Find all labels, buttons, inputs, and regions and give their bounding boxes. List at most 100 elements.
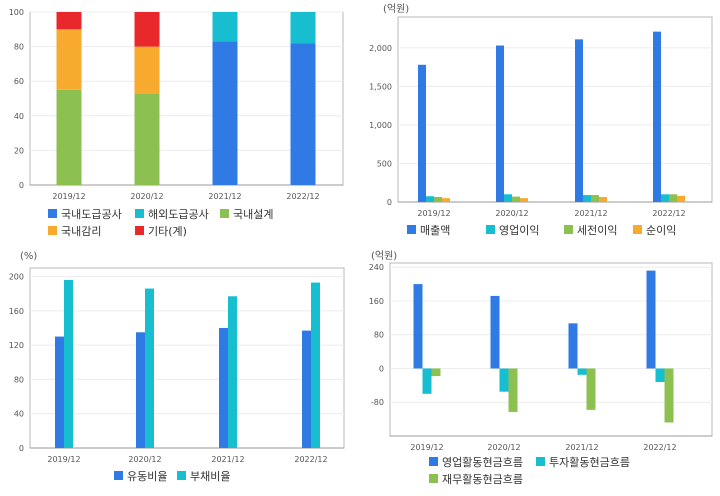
legend-label: 국내도급공사 — [61, 208, 122, 221]
x-tick-label: 2022/12 — [652, 209, 685, 218]
legend-label: 재무활동현금흐름 — [442, 472, 523, 486]
y-tick-label: 0 — [387, 198, 392, 207]
legend-label: 국내감리 — [61, 225, 101, 238]
x-tick-label: 2021/12 — [565, 443, 598, 452]
bar-1-3-1 — [520, 198, 528, 202]
bar-1-0-2 — [575, 39, 583, 202]
bar-1-2-3 — [669, 194, 677, 202]
x-tick-label: 2022/12 — [286, 192, 319, 201]
legend-swatch-3-2 — [429, 474, 438, 483]
x-tick-label: 2019/12 — [417, 209, 450, 218]
x-tick-label: 2022/12 — [643, 443, 676, 452]
legend-label: 영업이익 — [499, 224, 539, 237]
bar-2-0-1 — [136, 332, 145, 448]
bar-0-1-3 — [290, 12, 316, 44]
bar-1-3-2 — [599, 196, 607, 202]
x-tick-label: 2020/12 — [128, 455, 161, 464]
y-tick-label: 160 — [369, 297, 384, 306]
bar-0-1-2 — [212, 12, 238, 42]
bar-1-1-1 — [504, 194, 512, 202]
bar-1-3-0 — [442, 198, 450, 202]
x-tick-label: 2019/12 — [52, 192, 85, 201]
bar-1-1-0 — [426, 196, 434, 202]
bar-1-0-1 — [496, 45, 504, 203]
y-tick-label: 0 — [19, 444, 24, 453]
y-tick-label: 200 — [9, 273, 24, 282]
legend-label: 매출액 — [420, 224, 450, 237]
bar-0-4-0 — [56, 12, 82, 30]
x-tick-label: 2020/12 — [495, 209, 528, 218]
unit-label: (억원) — [383, 3, 409, 15]
legend-label: 기타(계) — [148, 225, 187, 238]
x-tick-label: 2019/12 — [410, 443, 443, 452]
legend-label: 투자활동현금흐름 — [549, 455, 630, 469]
bar-1-3-3 — [677, 195, 685, 202]
bar-1-2-1 — [512, 196, 520, 202]
y-tick-label: 0 — [379, 364, 384, 373]
legend-label: 유동비율 — [127, 470, 167, 483]
bar-0-4-1 — [134, 12, 160, 47]
bar-0-2-1 — [134, 93, 160, 185]
y-tick-label: 160 — [9, 307, 24, 316]
legend-swatch-1-3 — [633, 225, 642, 234]
y-tick-label: 40 — [14, 112, 24, 121]
y-tick-label: 60 — [14, 77, 24, 86]
bar-0-3-0 — [56, 29, 82, 90]
legend-swatch-0-2 — [220, 209, 229, 218]
bar-3-0-3 — [646, 270, 656, 369]
y-tick-label: 80 — [374, 331, 384, 340]
legend-label: 순이익 — [646, 224, 676, 237]
bar-2-1-2 — [228, 296, 237, 448]
y-tick-label: 120 — [9, 341, 24, 350]
y-tick-label: -80 — [371, 398, 384, 407]
bar-1-0-0 — [418, 64, 426, 203]
bar-3-2-1 — [508, 368, 518, 412]
bar-3-1-2 — [577, 368, 587, 375]
x-tick-label: 2021/12 — [208, 192, 241, 201]
bar-2-1-1 — [145, 288, 154, 448]
plot-frame-1 — [397, 16, 713, 203]
bar-0-0-3 — [290, 43, 316, 185]
bar-3-0-1 — [490, 295, 500, 369]
legend-label: 부채비율 — [190, 470, 230, 483]
y-tick-label: 1,000 — [369, 121, 392, 130]
y-tick-label: 1,500 — [369, 82, 392, 91]
bar-3-0-2 — [568, 323, 578, 369]
legend-label: 세전이익 — [577, 224, 617, 237]
bar-2-1-0 — [64, 280, 73, 448]
bar-0-3-1 — [134, 46, 160, 94]
y-tick-label: 80 — [14, 43, 24, 52]
y-tick-label: 100 — [9, 8, 24, 17]
legend-swatch-3-1 — [536, 457, 545, 466]
x-tick-label: 2022/12 — [294, 455, 327, 464]
x-tick-label: 2021/12 — [211, 455, 244, 464]
x-tick-label: 2020/12 — [487, 443, 520, 452]
x-tick-label: 2021/12 — [574, 209, 607, 218]
y-tick-label: 80 — [14, 375, 24, 384]
bar-0-0-2 — [212, 41, 238, 185]
legend-swatch-2-1 — [177, 471, 186, 480]
bar-2-0-0 — [55, 336, 64, 448]
bar-1-2-0 — [434, 196, 442, 202]
y-tick-label: 20 — [14, 146, 24, 155]
bar-2-1-3 — [311, 282, 320, 448]
bar-1-0-3 — [653, 31, 661, 203]
y-tick-label: 0 — [19, 181, 24, 190]
bar-0-2-0 — [56, 89, 82, 185]
bar-1-1-2 — [583, 195, 591, 202]
bar-2-0-3 — [302, 330, 311, 448]
legend-swatch-0-1 — [135, 209, 144, 218]
plot-frame-2 — [29, 267, 345, 449]
plot-frame-3 — [389, 262, 713, 437]
bar-3-2-0 — [431, 368, 441, 377]
unit-label: (억원) — [371, 250, 397, 262]
bar-3-1-1 — [499, 368, 509, 392]
legend-swatch-3-0 — [429, 457, 438, 466]
legend-label: 해외도급공사 — [148, 207, 209, 221]
x-tick-label: 2020/12 — [130, 192, 163, 201]
bar-3-1-3 — [655, 368, 665, 382]
y-tick-label: 500 — [377, 159, 392, 168]
legend-swatch-0-4 — [135, 226, 144, 235]
legend-swatch-2-0 — [114, 471, 123, 480]
